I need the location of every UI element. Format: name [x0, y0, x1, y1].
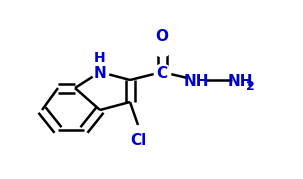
Text: NH: NH — [228, 74, 254, 88]
Text: Cl: Cl — [130, 133, 146, 148]
Text: NH: NH — [183, 74, 209, 88]
Text: 2: 2 — [246, 79, 255, 93]
Text: O: O — [155, 29, 168, 44]
Text: C: C — [156, 66, 168, 81]
Text: N: N — [94, 66, 106, 81]
Text: H: H — [94, 51, 106, 65]
